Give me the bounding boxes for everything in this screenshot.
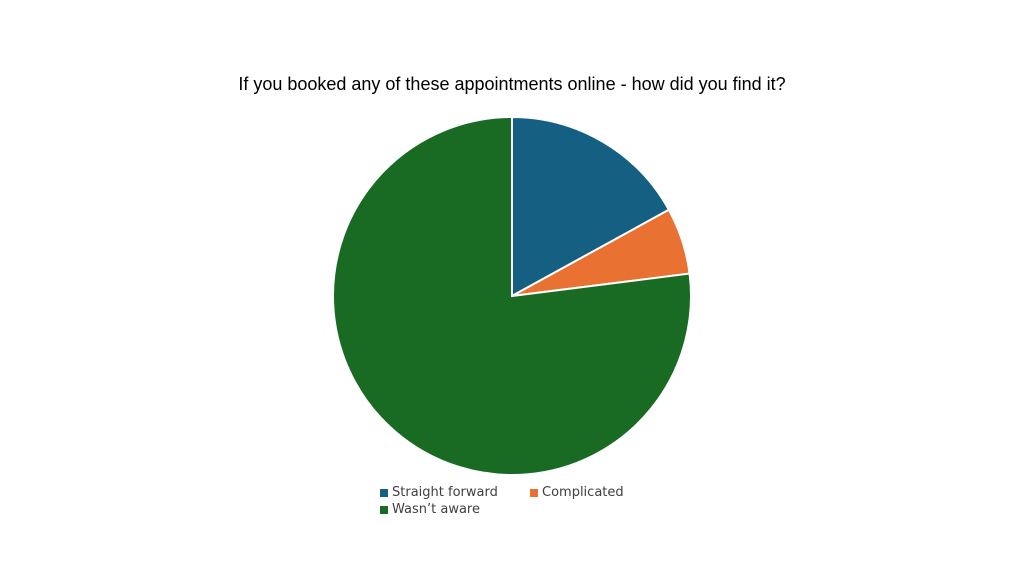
legend-label-complicated: Complicated bbox=[542, 485, 624, 500]
pie-slice-wasn-t-aware bbox=[332, 115, 692, 476]
chart-legend: Straight forward Complicated Wasn’t awar… bbox=[380, 484, 680, 518]
chart-title: If you booked any of these appointments … bbox=[238, 74, 786, 94]
legend-row: Straight forward Complicated bbox=[380, 484, 680, 501]
legend-swatch-straight-forward bbox=[380, 488, 388, 497]
pie-slice-straight-forward bbox=[511, 115, 671, 298]
legend-swatch-complicated bbox=[530, 488, 538, 497]
legend-row: Wasn’t aware bbox=[380, 501, 680, 518]
legend-item-wasnt-aware: Wasn’t aware bbox=[380, 502, 536, 517]
legend-swatch-wasnt-aware bbox=[380, 505, 388, 514]
legend-item-straight-forward: Straight forward bbox=[380, 485, 530, 500]
legend-label-straight-forward: Straight forward bbox=[392, 485, 498, 500]
legend-item-complicated: Complicated bbox=[530, 485, 680, 500]
legend-label-wasnt-aware: Wasn’t aware bbox=[392, 502, 480, 517]
